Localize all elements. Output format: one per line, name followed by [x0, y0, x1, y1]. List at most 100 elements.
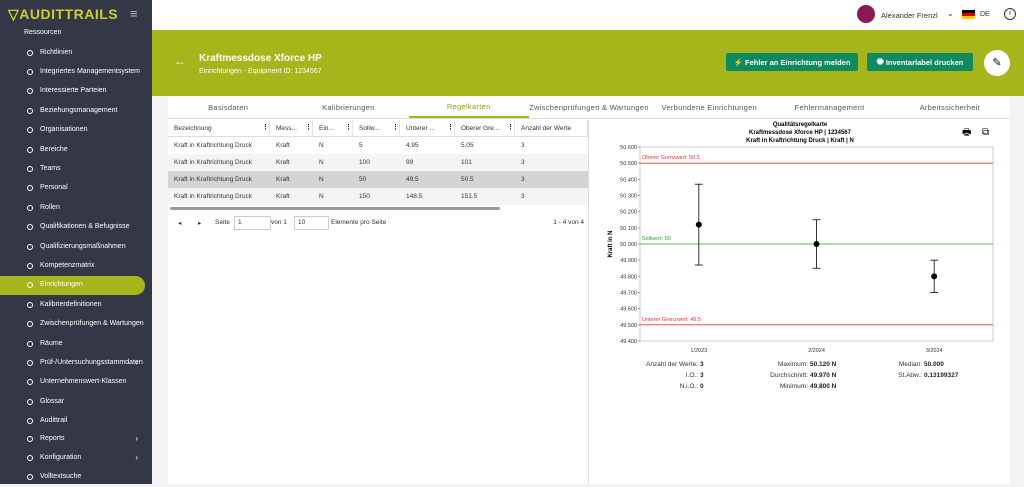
chart-title: Kraftmessdose Xforce HP | 1234567	[749, 130, 852, 136]
nav-item[interactable]: Interessierte Parteien	[0, 82, 152, 101]
nav-label: Einrichtungen	[40, 281, 83, 289]
tab[interactable]: Fehlermanagement	[794, 102, 865, 112]
table-cell: Kraft in Kraftrichtung Druck	[174, 159, 253, 166]
nav-item[interactable]: Einrichtungen	[0, 275, 145, 295]
nav-item[interactable]: Richtlinien	[0, 43, 152, 62]
edit-button[interactable]: ✎	[984, 50, 1010, 76]
nav-item[interactable]: Kalibrierdefinitionen	[0, 295, 152, 314]
nav-icon	[27, 224, 33, 231]
flag[interactable]	[962, 10, 975, 19]
column-header[interactable]: Mess...	[270, 120, 313, 136]
nav-icon	[27, 379, 33, 386]
nav-item[interactable]: Zwischenprüfungen & Wartungen	[0, 315, 152, 334]
print-label-button[interactable]: 🖶 Inventarlabel drucken	[867, 53, 973, 71]
nav-item[interactable]: Audittrail	[0, 412, 152, 431]
tab[interactable]: Arbeitssicherheit	[919, 102, 981, 112]
nav-icon	[27, 204, 33, 211]
column-menu[interactable]: ⋮	[447, 124, 454, 131]
user-dropdown[interactable]: ⌄	[947, 9, 954, 18]
stat-label: St.Abw.:	[898, 372, 922, 379]
divider	[168, 118, 1010, 119]
column-header[interactable]: Ein...	[313, 120, 353, 136]
scrollbar[interactable]	[170, 207, 500, 210]
x-tick-label: 3/2024	[926, 348, 943, 354]
nav-item[interactable]: Volltextsuche	[0, 468, 152, 487]
nav-label: Glossar	[40, 397, 65, 405]
tab[interactable]: Basisdaten	[208, 102, 249, 112]
column-header[interactable]: Oberer Gre...	[455, 120, 515, 136]
menu-toggle[interactable]: ≡	[130, 6, 138, 21]
table-row[interactable]	[168, 137, 588, 154]
column-header[interactable]: Sollw...	[353, 120, 400, 136]
nav-icon	[27, 107, 33, 114]
tab[interactable]: Kalibrierungen	[322, 102, 375, 112]
tab[interactable]: Verbundene Einrichtungen	[661, 102, 758, 112]
y-tick-label: 49.800	[620, 274, 637, 280]
nav-label: Richtlinien	[40, 48, 73, 56]
stat-value: 3	[700, 372, 704, 379]
per-page-select[interactable]: 10	[294, 216, 329, 230]
table-cell: 99	[406, 159, 414, 166]
nav-icon	[27, 68, 33, 75]
section-title: Ressourcen	[24, 29, 62, 36]
nav-item[interactable]: Teams	[0, 159, 152, 178]
nav-item[interactable]: Qualifizierungsmaßnahmen	[0, 237, 152, 256]
chart-title: Qualitätsregelkarte	[773, 122, 828, 128]
page-input[interactable]: 1	[234, 216, 271, 230]
column-menu[interactable]: ⋮	[305, 124, 312, 131]
table-cell: 50	[359, 176, 367, 183]
nav-label: Volltextsuche	[40, 473, 82, 481]
y-tick-label: 50.500	[620, 161, 637, 167]
column-menu[interactable]: ⋮	[262, 124, 269, 131]
nav-item[interactable]: Personal	[0, 179, 152, 198]
table-cell: N	[319, 159, 324, 166]
first-page[interactable]: ◂	[178, 220, 182, 227]
table-cell: 5.05	[461, 142, 474, 149]
nav-item[interactable]: Prüf-/Untersuchungsstammdaten ›	[0, 353, 152, 372]
column-menu[interactable]: ⋮	[345, 124, 352, 131]
next-page[interactable]: ▸	[198, 220, 202, 227]
report-error-button[interactable]: ⚡ Fehler an Einrichtung melden	[726, 53, 858, 71]
column-header[interactable]: Unterer ...	[400, 120, 455, 136]
button-label: Inventarlabel drucken	[885, 57, 964, 67]
nav-item[interactable]: Rollen	[0, 198, 152, 217]
back-arrow[interactable]: ←	[174, 54, 186, 68]
nav-icon	[27, 454, 33, 461]
user-name[interactable]: Alexander Frenzl	[881, 11, 938, 20]
nav-label: Kompetenzmatrix	[40, 261, 95, 269]
nav-icon	[27, 282, 33, 289]
nav-item[interactable]: Kompetenzmatrix	[0, 256, 152, 275]
nav-item[interactable]: Reports ›	[0, 429, 152, 448]
language[interactable]: DE	[980, 11, 990, 18]
stat-label: Anzahl der Werte:	[646, 361, 698, 368]
nav-item[interactable]: Beziehungsmanagement	[0, 101, 152, 120]
y-axis-label: Kraft in N	[608, 231, 614, 258]
nav-item[interactable]: Räume	[0, 334, 152, 353]
nav-item[interactable]: Unternehmenswert-Klassen	[0, 373, 152, 392]
table-row[interactable]	[168, 154, 588, 171]
column-header[interactable]: Anzahl der Werte	[515, 120, 588, 136]
nav-item[interactable]: Qualifikationen & Befugnisse	[0, 218, 152, 237]
nav-item[interactable]: Organisationen	[0, 121, 152, 140]
y-tick-label: 49.500	[620, 323, 637, 329]
nav-label: Kalibrierdefinitionen	[40, 300, 102, 308]
stat-label: N.i.O.:	[680, 383, 699, 390]
nav-item[interactable]: Glossar	[0, 392, 152, 411]
chart-title: Kraft in Kraftrichtung Druck | Kraft | N	[746, 138, 854, 144]
column-header[interactable]: Bezeichnung	[168, 120, 270, 136]
nav-item[interactable]: Integriertes Managementsystem	[0, 62, 152, 81]
nav-item[interactable]: Bereiche	[0, 140, 152, 159]
table-row[interactable]	[168, 188, 588, 205]
stat-label: Durchschnitt:	[770, 372, 808, 379]
nav-item[interactable]: Konfiguration ›	[0, 448, 152, 467]
stat-label: Maximum:	[778, 361, 808, 368]
avatar[interactable]	[857, 5, 875, 23]
info-icon[interactable]: i	[1004, 8, 1016, 20]
tab[interactable]: Regelkarten	[408, 96, 529, 118]
column-menu[interactable]: ⋮	[392, 124, 399, 131]
table-row[interactable]	[168, 171, 588, 188]
tab[interactable]: Zwischenprüfungen & Wartungen	[529, 102, 649, 112]
column-menu[interactable]: ⋮	[507, 124, 514, 131]
table-cell: 3	[521, 142, 525, 149]
